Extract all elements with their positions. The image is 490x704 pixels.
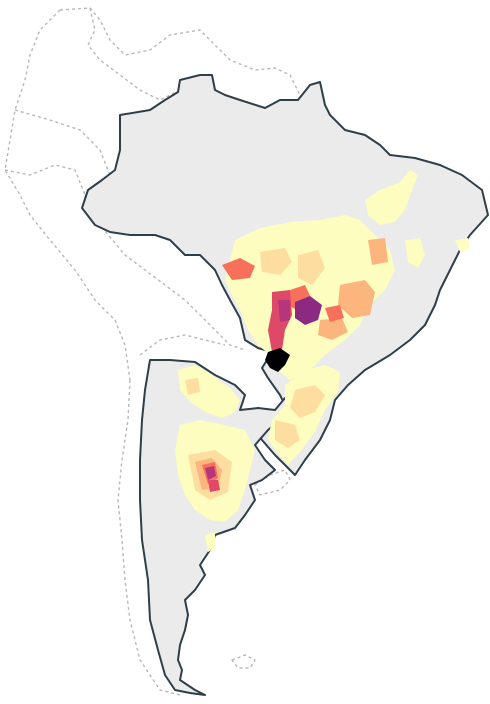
neighbor-outline-venezuela [87, 7, 181, 101]
district-br-west-mid [260, 248, 292, 275]
district-ar-center-red [208, 480, 220, 492]
neighbor-outline-falklands [231, 654, 256, 669]
district-br-east-orange [338, 280, 375, 318]
neighbor-outline-chile [117, 379, 181, 696]
neighbor-outline-north [59, 7, 301, 96]
district-br-northeast-orange [368, 238, 388, 265]
district-ar-north-mid [185, 378, 200, 395]
district-br-east-pale [405, 238, 425, 268]
neighbor-outline-bolivia-south [139, 334, 226, 356]
district-br-southeast-mid [275, 420, 300, 448]
neighbor-outline-colombia [14, 109, 111, 176]
district-br-mid-orange [318, 318, 348, 340]
district-br-west-coral [222, 258, 255, 280]
district-ar-coast-pale [205, 532, 215, 552]
districts-layer [175, 170, 470, 552]
district-br-northeast-pale [365, 170, 418, 225]
neighbor-outline-west-coast [4, 9, 131, 381]
district-br-black [265, 348, 290, 372]
district-ar-center-magenta [205, 466, 216, 480]
district-br-east-coral [325, 305, 344, 322]
district-br-south-mid [290, 385, 325, 418]
district-br-center-mid [298, 250, 325, 285]
district-br-coast-pale [455, 238, 470, 252]
neighbor-borders [4, 7, 301, 696]
district-br-purple [295, 296, 322, 325]
neighbor-outline-peru-bolivia [84, 194, 246, 351]
neighbor-outline-ecuador [4, 164, 86, 196]
district-br-magenta [278, 300, 290, 322]
district-ar-north-pale [178, 365, 240, 418]
